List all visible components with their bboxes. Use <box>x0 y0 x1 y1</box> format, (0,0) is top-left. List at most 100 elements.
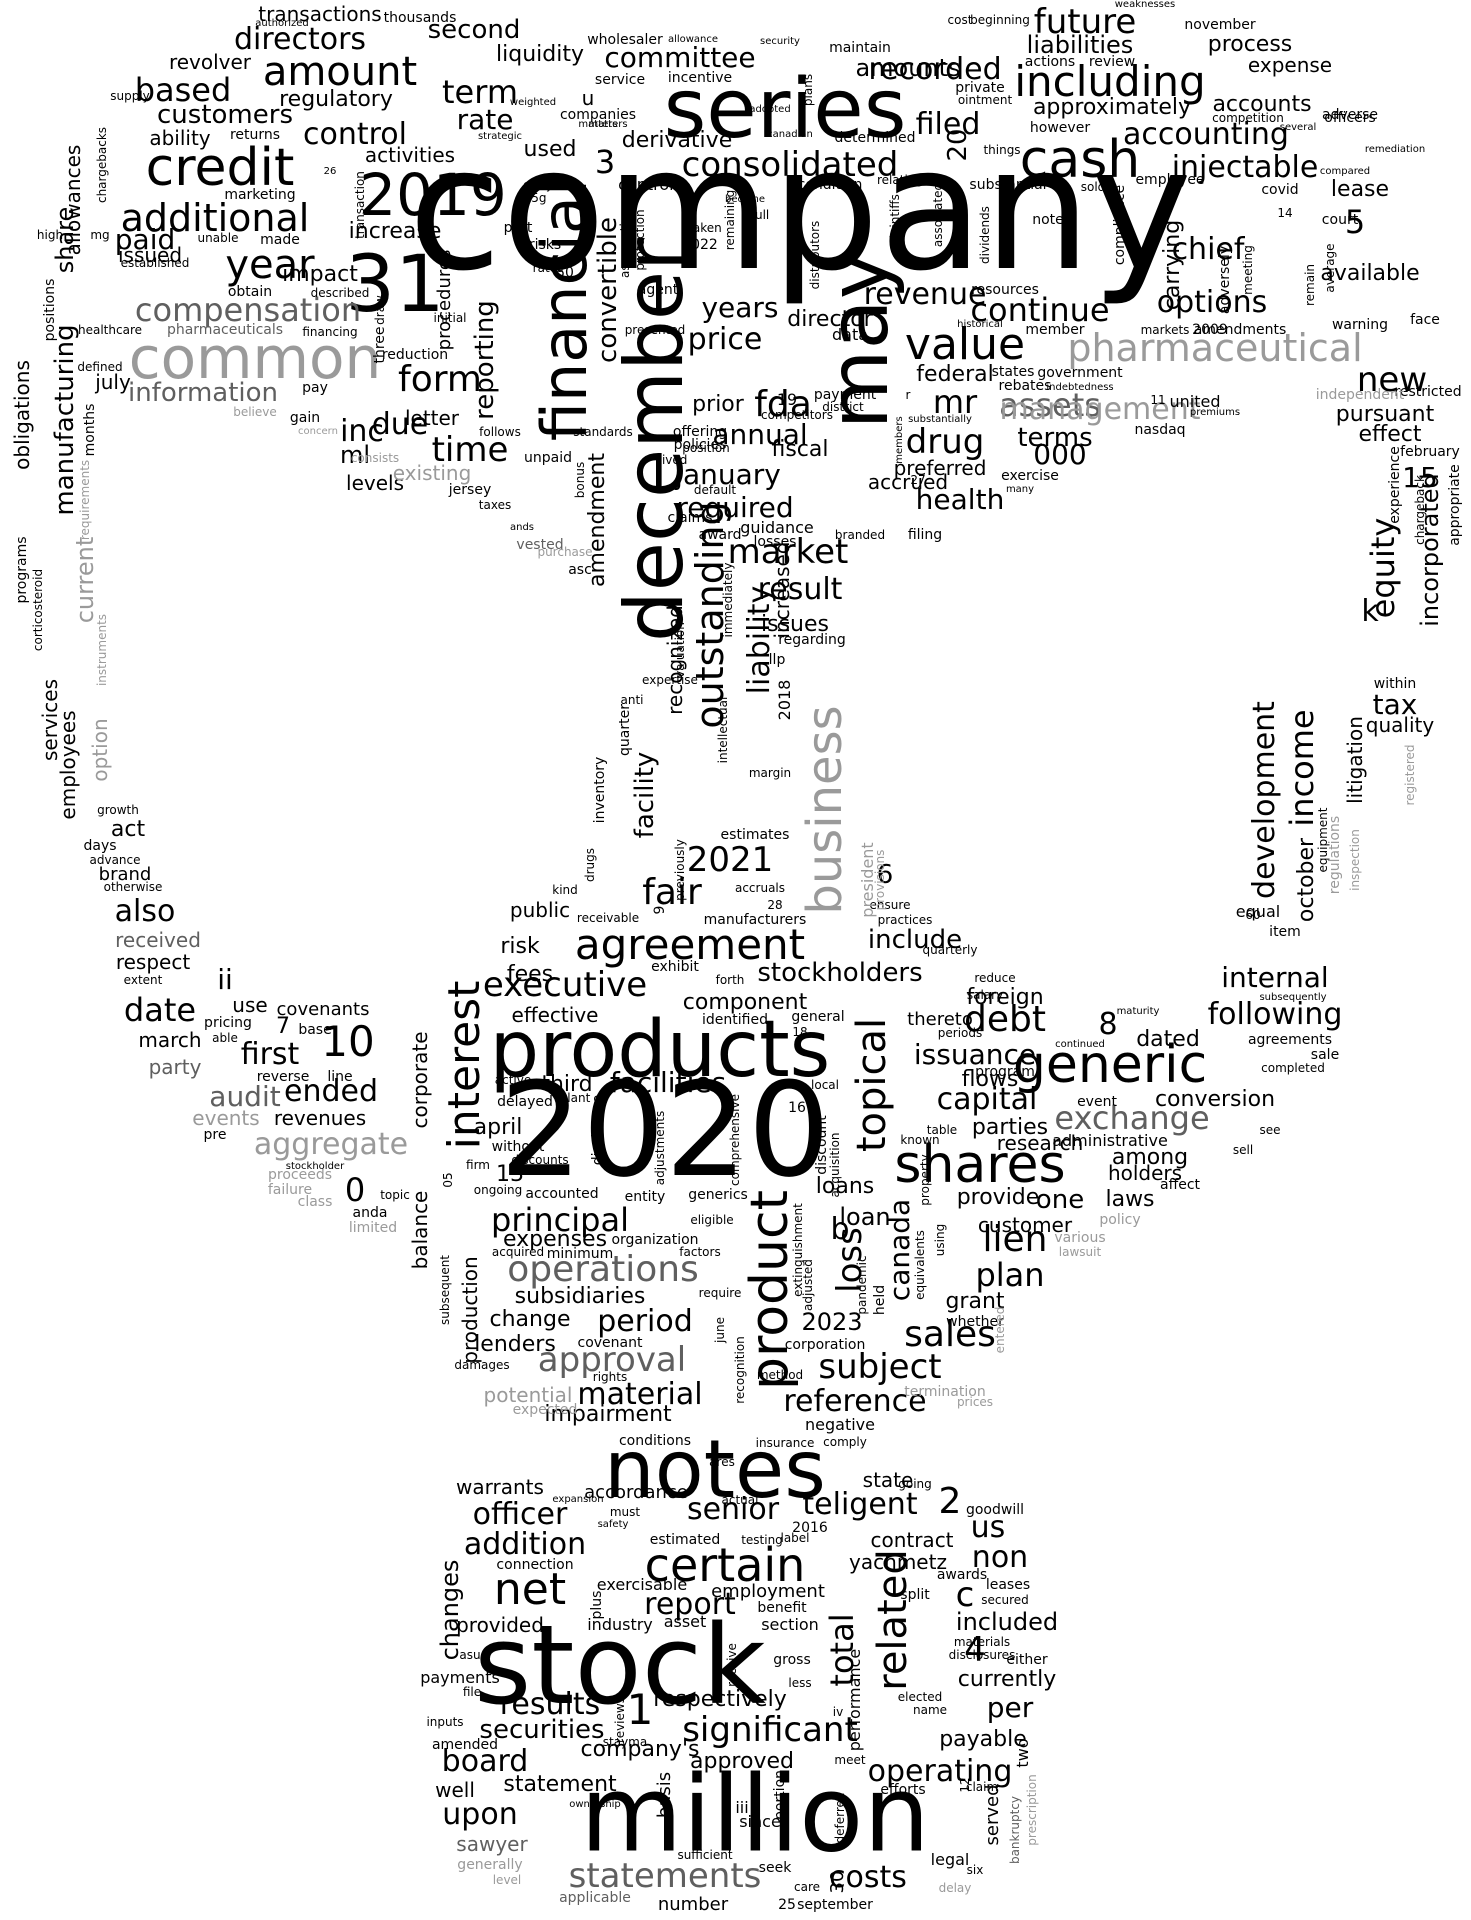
cloud-word: rights <box>592 1370 628 1384</box>
cloud-word: 20 <box>943 128 973 162</box>
cloud-word: administrative <box>1052 1131 1168 1150</box>
cloud-word: years <box>701 291 779 324</box>
cloud-word: expected <box>512 1402 578 1418</box>
cloud-word: relating <box>876 173 924 187</box>
cloud-word: 2023 <box>801 1308 863 1336</box>
cloud-word: unpaid <box>524 450 572 466</box>
cloud-word: advance <box>89 853 141 867</box>
cloud-word: 5 <box>1344 203 1366 241</box>
cloud-word: employees <box>56 710 80 820</box>
cloud-word: 2020 <box>499 1054 831 1206</box>
cloud-word: effect <box>1358 422 1422 447</box>
cloud-word: historical <box>957 319 1003 330</box>
cloud-word: pricing <box>204 1015 252 1031</box>
cloud-word: reverse <box>256 1069 310 1085</box>
cloud-word: made <box>260 232 300 248</box>
cloud-word: control <box>303 117 407 152</box>
cloud-word: must <box>609 1505 641 1519</box>
cloud-word: sufficient <box>677 1848 733 1862</box>
cloud-word: entity <box>624 1189 666 1205</box>
cloud-word: whether <box>946 1314 1004 1330</box>
cloud-word: deferred <box>833 1792 847 1844</box>
cloud-word: two <box>1013 1738 1032 1768</box>
cloud-word: statement <box>503 1772 617 1797</box>
cloud-word: changes <box>436 1559 464 1661</box>
cloud-word: 18 <box>792 1025 808 1039</box>
cloud-word: 19 <box>776 390 798 409</box>
cloud-word: 4 <box>964 1630 986 1670</box>
cloud-word: matters <box>588 119 628 130</box>
cloud-word: act <box>110 817 146 842</box>
cloud-word: operating <box>867 1754 1013 1789</box>
cloud-word: disclosures <box>948 1648 1016 1662</box>
cloud-word: loan <box>839 1203 891 1231</box>
cloud-word: sale <box>1310 1047 1340 1063</box>
cloud-word: lease <box>1330 177 1390 202</box>
cloud-word: 31 <box>345 240 445 330</box>
cloud-word: meet <box>834 1753 866 1767</box>
cloud-word: legal <box>930 1850 970 1869</box>
cloud-word: disclosure <box>590 1094 606 1166</box>
cloud-word: annual <box>712 418 808 451</box>
cloud-word: plans <box>801 73 815 107</box>
cloud-word: company <box>408 111 1192 309</box>
cloud-word: amounts <box>855 54 961 82</box>
cloud-word: pay <box>302 380 328 396</box>
cloud-word: plant <box>559 1091 591 1105</box>
cloud-word: held <box>872 1284 888 1316</box>
cloud-word: supply <box>110 89 150 103</box>
cloud-word: income <box>1283 709 1321 827</box>
cloud-word: leases <box>985 1577 1031 1593</box>
cloud-word: protection <box>633 209 647 271</box>
cloud-word: policies <box>673 437 727 453</box>
cloud-word: generic <box>1012 1035 1208 1095</box>
cloud-word: b <box>830 1212 850 1247</box>
cloud-word: negative <box>805 1415 875 1434</box>
cloud-word: district <box>822 400 864 414</box>
cloud-word: director <box>787 307 873 332</box>
cloud-word: due <box>371 407 429 442</box>
cloud-word: registered <box>1403 744 1417 806</box>
cloud-word: seek <box>758 1860 792 1876</box>
cloud-word: quarterly <box>922 943 978 957</box>
cloud-word: million <box>580 1753 930 1876</box>
cloud-word: wholesaler <box>587 32 663 48</box>
cloud-word: average <box>1323 243 1337 293</box>
cloud-word: ii <box>217 963 233 996</box>
cloud-word: estimates <box>720 827 790 843</box>
cloud-word: 30 <box>827 1870 848 1894</box>
cloud-word: however <box>1029 120 1091 136</box>
cloud-word: 05 <box>441 1172 455 1188</box>
cloud-word: lived <box>658 453 688 467</box>
cloud-word: returns <box>229 127 281 143</box>
cloud-word: actual <box>721 1493 759 1507</box>
cloud-word: experience <box>1387 446 1403 524</box>
cloud-word: accounted <box>525 1186 599 1202</box>
cloud-word: elected <box>897 1690 943 1704</box>
cloud-word: required <box>676 491 794 524</box>
cloud-word: officer <box>472 1497 568 1532</box>
cloud-word: pharmaceuticals <box>166 322 284 338</box>
cloud-word: various <box>1054 1230 1106 1246</box>
cloud-word: plus <box>589 1590 605 1620</box>
cloud-word: three <box>372 326 388 364</box>
cloud-word: identified <box>702 1012 768 1028</box>
cloud-word: shares <box>894 1135 1066 1195</box>
cloud-word: pandemic <box>855 1255 869 1315</box>
cloud-word: recorded <box>868 52 1002 87</box>
cloud-word: current <box>71 536 99 624</box>
cloud-word: facility <box>630 751 660 839</box>
cloud-word: following <box>1207 997 1343 1032</box>
cloud-word: july <box>95 370 131 394</box>
cloud-word: development <box>1247 701 1282 899</box>
cloud-word: additional <box>120 196 310 240</box>
cloud-word: generally <box>457 1857 523 1873</box>
cloud-word: active <box>494 1073 532 1087</box>
cloud-word: estimated <box>649 1532 721 1548</box>
cloud-word: events <box>192 1106 260 1130</box>
cloud-word: policy <box>1099 1212 1141 1228</box>
cloud-word: safety <box>597 1519 629 1530</box>
cloud-word: ml <box>339 441 371 469</box>
cloud-word: plan <box>975 1256 1045 1294</box>
cloud-word: industry <box>587 1615 653 1634</box>
